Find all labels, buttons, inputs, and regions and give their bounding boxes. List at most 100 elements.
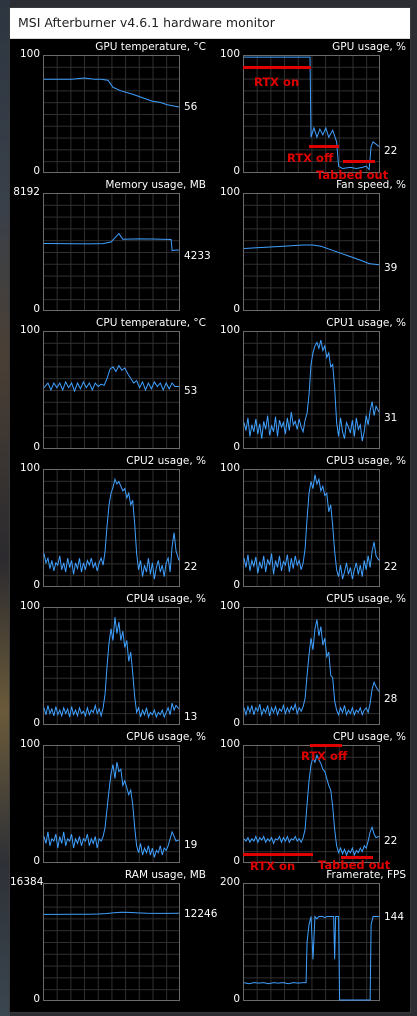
axis-max-label: 100 — [219, 600, 240, 612]
graph-cpu6-usage[interactable]: CPU6 usage, % 100 0 19 — [10, 729, 210, 869]
graph-title: CPU3 usage, % — [326, 455, 406, 467]
graph-cpu5-usage[interactable]: CPU5 usage, % 100 0 28 — [210, 591, 410, 731]
series-line — [44, 762, 179, 857]
graph-cpu4-usage[interactable]: CPU4 usage, % 100 0 13 — [10, 591, 210, 731]
graph-cpu1-usage[interactable]: CPU1 usage, % 100 0 31 — [210, 315, 410, 455]
axis-min-label: 0 — [33, 165, 40, 177]
series-line — [244, 340, 379, 441]
annotation-bar-rtx-off — [309, 145, 339, 148]
current-value: 39 — [384, 262, 398, 274]
annotation-rtx-on: RTX on — [254, 75, 300, 89]
current-value: 22 — [384, 145, 398, 157]
graph-title: CPU1 usage, % — [326, 317, 406, 329]
line-chart — [244, 194, 379, 310]
axis-max-label: 100 — [219, 738, 240, 750]
line-chart — [44, 194, 179, 310]
current-value: 22 — [384, 835, 398, 847]
graph-title: Memory usage, MB — [105, 179, 206, 191]
title-bar[interactable]: MSI Afterburner v4.6.1 hardware monitor — [10, 8, 410, 39]
graph-cpu2-usage[interactable]: CPU2 usage, % 100 0 22 — [10, 453, 210, 593]
graph-memory-usage[interactable]: Memory usage, MB 8192 0 4233 — [10, 177, 210, 317]
current-value: 22 — [384, 561, 398, 573]
graph-title: GPU usage, % — [332, 41, 406, 53]
window-title: MSI Afterburner v4.6.1 hardware monitor — [18, 15, 275, 30]
line-chart — [244, 884, 379, 1000]
line-chart — [44, 56, 179, 172]
axis-min-label: 0 — [233, 855, 240, 867]
graph-title: CPU4 usage, % — [126, 593, 206, 605]
line-chart — [44, 884, 179, 1000]
line-chart — [44, 746, 179, 862]
axis-min-label: 0 — [233, 579, 240, 591]
line-chart — [244, 608, 379, 724]
current-value: 28 — [384, 693, 398, 705]
axis-max-label: 100 — [219, 48, 240, 60]
axis-max-label: 100 — [219, 462, 240, 474]
plot-area — [243, 883, 380, 1001]
plot-area — [243, 607, 380, 725]
graph-cpu-usage[interactable]: CPU usage, % 100 0 22 — [210, 729, 410, 869]
axis-max-label: 16384 — [10, 876, 44, 888]
axis-max-label: 200 — [219, 876, 240, 888]
annotation-rtx-off-cpu: RTX off — [301, 749, 348, 763]
annotation-bar-tabbed-out — [343, 160, 375, 163]
graph-gpu-temperature[interactable]: GPU temperature, °C 100 0 56 — [10, 39, 210, 179]
axis-min-label: 0 — [233, 165, 240, 177]
axis-max-label: 100 — [219, 324, 240, 336]
graph-fan-speed[interactable]: Fan speed, % 100 0 39 — [210, 177, 410, 317]
series-line — [44, 617, 179, 717]
series-line — [44, 366, 179, 392]
current-value: 13 — [184, 711, 198, 723]
current-value: 4233 — [184, 250, 211, 262]
graph-title: CPU2 usage, % — [126, 455, 206, 467]
graph-ram-usage[interactable]: RAM usage, MB 16384 0 12246 — [10, 867, 217, 1007]
current-value: 19 — [184, 839, 198, 851]
graph-gpu-usage[interactable]: GPU usage, % 100 0 22 — [210, 39, 410, 179]
plot-area — [243, 469, 380, 587]
axis-min-label: 0 — [233, 993, 240, 1005]
series-line — [44, 78, 179, 107]
axis-max-label: 100 — [19, 600, 40, 612]
axis-min-label: 0 — [233, 441, 240, 453]
background-strip-top — [0, 0, 10, 1016]
graph-framerate[interactable]: Framerate, FPS 200 0 144 — [210, 867, 410, 1007]
plot-area — [43, 331, 180, 449]
axis-max-label: 100 — [19, 462, 40, 474]
graph-title: RAM usage, MB — [124, 869, 206, 881]
plot-area — [43, 745, 180, 863]
plot-area — [243, 193, 380, 311]
graph-cpu-temperature[interactable]: CPU temperature, °C 100 0 53 — [10, 315, 210, 455]
series-line — [44, 234, 179, 251]
series-line — [244, 755, 379, 855]
current-value: 12246 — [184, 908, 218, 920]
axis-max-label: 100 — [219, 186, 240, 198]
graph-title: CPU temperature, °C — [96, 317, 206, 329]
current-value: 144 — [384, 911, 405, 923]
plot-area — [243, 745, 380, 863]
axis-max-label: 8192 — [13, 186, 40, 198]
axis-min-label: 0 — [33, 303, 40, 315]
graph-cpu3-usage[interactable]: CPU3 usage, % 100 0 22 — [210, 453, 410, 593]
current-value: 22 — [184, 561, 198, 573]
line-chart — [44, 608, 179, 724]
plot-area — [43, 193, 180, 311]
line-chart — [244, 332, 379, 448]
annotation-tabbed-out-cpu: Tabbed out — [318, 858, 391, 872]
plot-area — [43, 607, 180, 725]
plot-area — [43, 883, 180, 1001]
annotation-rtx-on-cpu: RTX on — [250, 859, 296, 873]
series-line — [244, 57, 379, 170]
current-value: 56 — [184, 101, 198, 113]
plot-area — [243, 55, 380, 173]
current-value: 53 — [184, 385, 198, 397]
axis-max-label: 100 — [19, 324, 40, 336]
axis-min-label: 0 — [33, 441, 40, 453]
hardware-monitor-window: MSI Afterburner v4.6.1 hardware monitor … — [10, 8, 410, 1012]
series-line — [244, 475, 379, 579]
axis-max-label: 100 — [19, 48, 40, 60]
graph-title: CPU usage, % — [332, 731, 406, 743]
graph-title: Fan speed, % — [336, 179, 406, 191]
series-line — [244, 620, 379, 716]
series-line — [244, 916, 379, 1000]
line-chart — [244, 56, 379, 172]
